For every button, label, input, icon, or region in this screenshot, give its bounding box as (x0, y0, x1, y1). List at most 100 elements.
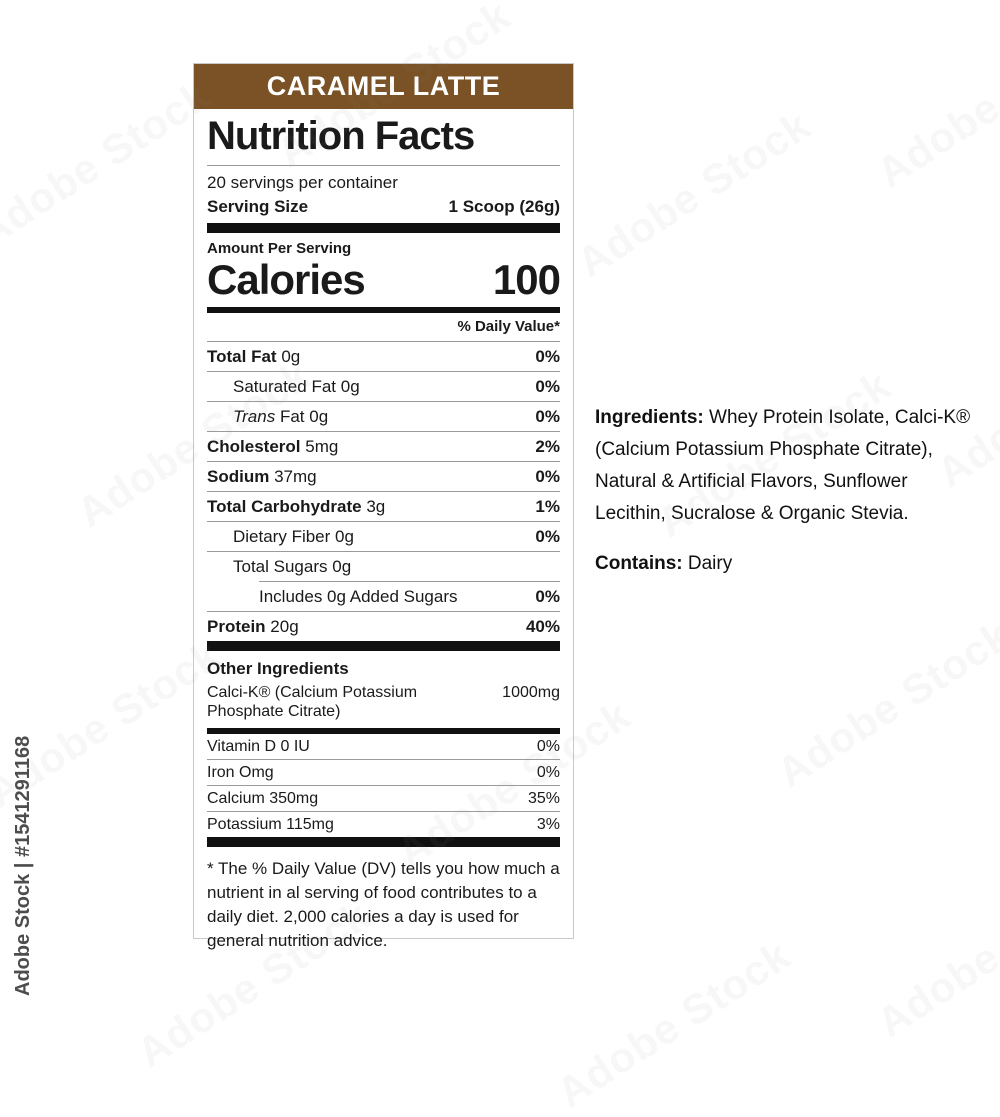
watermark-text: Adobe Stock (568, 100, 819, 287)
micro-row-iron: Iron Omg 0% (207, 760, 560, 785)
divider-hairline-indented (259, 581, 560, 583)
micro-dv: 3% (536, 815, 560, 833)
divider-hairline (207, 371, 560, 373)
contains-text: Dairy (682, 553, 733, 574)
nutrient-name: Protein (207, 616, 266, 636)
micro-name: Potassium 115mg (207, 815, 334, 833)
nutrient-amount: 0g (335, 526, 354, 546)
watermark-text: Adobe Stock (868, 10, 1000, 197)
flavor-name: CARAMEL LATTE (266, 71, 501, 101)
micro-row-calcium: Calcium 350mg 35% (207, 786, 560, 811)
serving-size-label: Serving Size (207, 197, 309, 216)
flavor-banner: CARAMEL LATTE (194, 64, 573, 109)
contains-paragraph: Contains: Dairy (595, 548, 973, 580)
calories-row: Calories 100 (207, 256, 561, 307)
nutrient-name: Dietary Fiber (233, 526, 331, 546)
divider-hairline (207, 611, 560, 613)
watermark-text: Adobe Stock (868, 860, 1000, 1047)
nutrient-row-trans-fat: Trans Fat 0g 0% (207, 402, 560, 431)
nutrient-amount: 20g (270, 616, 299, 636)
nutrient-row-protein: Protein 20g 40% (207, 612, 560, 641)
divider-hairline (207, 461, 560, 463)
micro-row-potassium: Potassium 115mg 3% (207, 812, 560, 837)
nutrient-name: Total Sugars (233, 556, 328, 576)
divider-hairline (207, 551, 560, 553)
divider-thick (207, 837, 560, 848)
divider-medium (207, 728, 560, 735)
divider-hairline (207, 759, 560, 761)
nutrition-facts-title: Nutrition Facts (207, 111, 560, 166)
watermark-text: Adobe Stock (768, 610, 1000, 797)
nutrient-amount: 0g (281, 346, 301, 366)
nutrient-name-italic: Trans (233, 406, 276, 426)
daily-value-footnote: * The % Daily Value (DV) tells you how m… (207, 859, 560, 951)
nutrient-row-dietary-fiber: Dietary Fiber 0g 0% (207, 522, 560, 551)
nutrient-dv: 2% (535, 436, 560, 456)
divider-thick (207, 641, 560, 652)
nutrition-label: CARAMEL LATTE Nutrition Facts 20 serving… (193, 63, 574, 950)
divider-hairline (207, 811, 560, 813)
nutrient-amount: 5mg (305, 436, 339, 456)
divider-hairline (207, 785, 560, 787)
micro-name: Vitamin D 0 IU (207, 737, 310, 755)
divider-hairline (207, 521, 560, 523)
divider-hairline (207, 341, 560, 343)
nutrient-row-total-sugars: Total Sugars 0g (207, 552, 560, 581)
micro-row-vitamin-d: Vitamin D 0 IU 0% (207, 734, 560, 759)
ingredients-label: Ingredients: (595, 407, 704, 428)
nutrient-amount: 0g (309, 406, 329, 426)
nutrient-row-cholesterol: Cholesterol 5mg 2% (207, 432, 560, 461)
nutrient-dv: 0% (535, 526, 560, 546)
serving-size-row: Serving Size 1 Scoop (26g) (207, 193, 560, 223)
nutrient-name: Cholesterol (207, 436, 301, 456)
nutrient-name: Fat (279, 406, 305, 426)
calci-k-row: Calci-K® (Calcium Potassium Phosphate Ci… (207, 683, 560, 728)
serving-size-value: 1 Scoop (26g) (448, 197, 560, 216)
watermark-text: Adobe Stock (548, 930, 799, 1117)
nutrient-dv: 1% (535, 496, 560, 516)
nutrient-name: Total Carbohydrate (207, 496, 362, 516)
nutrient-amount: 37mg (274, 466, 317, 486)
nutrient-dv: 0% (535, 586, 560, 606)
nutrient-amount: 0g (340, 376, 360, 396)
nutrient-dv: 0% (535, 376, 560, 396)
nutrient-amount: 3g (366, 496, 386, 516)
micro-name: Iron Omg (207, 763, 274, 781)
nutrient-row-total-carbohydrate: Total Carbohydrate 3g 1% (207, 492, 560, 521)
nutrient-dv: 0% (535, 346, 560, 366)
micro-dv: 35% (527, 789, 560, 807)
servings-per-container: 20 servings per container (207, 173, 398, 192)
nutrient-name: Includes 0g Added Sugars (259, 586, 458, 606)
nutrient-dv: 0% (535, 406, 560, 426)
amount-per-serving: Amount Per Serving (207, 240, 352, 257)
calci-k-name: Calci-K® (Calcium Potassium Phosphate Ci… (207, 684, 418, 721)
divider-hairline (207, 431, 560, 433)
divider-thick (207, 223, 560, 233)
ingredients-text: Whey Protein Isolate, Calci-K® (Calcium … (595, 407, 971, 524)
nutrient-amount: 0g (332, 556, 352, 576)
stock-id-watermark: Adobe Stock | #1541291168 (12, 735, 34, 996)
nutrient-dv: 40% (525, 616, 560, 636)
divider-medium (207, 307, 560, 314)
micro-dv: 0% (536, 763, 560, 781)
other-ingredients-heading: Other Ingredients (207, 659, 349, 679)
daily-value-header: % Daily Value* (457, 318, 560, 336)
nutrient-name: Saturated Fat (233, 376, 337, 396)
nutrient-row-saturated-fat: Saturated Fat 0g 0% (207, 372, 560, 401)
nutrient-dv: 0% (535, 466, 560, 486)
watermark-text: Adobe Stock (0, 70, 219, 257)
nutrient-row-sodium: Sodium 37mg 0% (207, 462, 560, 491)
divider-hairline (207, 401, 560, 403)
nutrient-name: Sodium (207, 466, 270, 486)
calories-value: 100 (492, 256, 561, 303)
divider-hairline (207, 491, 560, 493)
nutrient-row-total-fat: Total Fat 0g 0% (207, 342, 560, 371)
nutrient-name: Total Fat (207, 346, 277, 366)
calories-label: Calories (207, 256, 366, 303)
ingredients-statement: Ingredients: Whey Protein Isolate, Calci… (595, 402, 973, 580)
calci-k-amount: 1000mg (502, 684, 560, 702)
micro-dv: 0% (536, 737, 560, 755)
ingredients-paragraph: Ingredients: Whey Protein Isolate, Calci… (595, 402, 973, 530)
micro-name: Calcium 350mg (207, 789, 319, 807)
nutrient-row-added-sugars: Includes 0g Added Sugars 0% (207, 582, 560, 611)
